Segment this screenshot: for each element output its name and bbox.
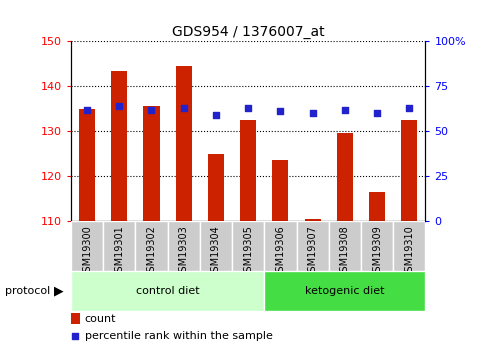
Bar (143, 106, 159, 221)
Bar (328, 221, 360, 271)
Text: control diet: control diet (136, 286, 199, 296)
Text: GSM19308: GSM19308 (339, 225, 349, 277)
Text: GSM19301: GSM19301 (114, 225, 124, 277)
Point (244, 105, 252, 110)
Text: GSM19309: GSM19309 (371, 225, 381, 277)
Bar (103, 221, 135, 271)
Text: GSM19306: GSM19306 (275, 225, 285, 277)
Text: GSM19304: GSM19304 (210, 225, 221, 277)
Text: ketogenic diet: ketogenic diet (305, 286, 384, 296)
Bar (71, 271, 264, 310)
Text: GSM19302: GSM19302 (146, 225, 156, 278)
Bar (401, 120, 417, 221)
Point (71, 334, 79, 339)
Bar (71, 221, 103, 271)
Text: count: count (84, 314, 116, 324)
Title: GDS954 / 1376007_at: GDS954 / 1376007_at (171, 25, 324, 39)
Text: GSM19303: GSM19303 (178, 225, 188, 277)
Point (372, 110, 380, 116)
Bar (264, 271, 425, 310)
Bar (240, 120, 256, 221)
Bar (79, 109, 95, 221)
Bar (304, 218, 320, 221)
Bar (167, 221, 200, 271)
Bar (71, 313, 80, 324)
Text: GSM19310: GSM19310 (404, 225, 413, 277)
Bar (232, 221, 264, 271)
Text: ▶: ▶ (54, 284, 63, 297)
Point (212, 112, 220, 118)
Text: GSM19300: GSM19300 (82, 225, 92, 277)
Point (340, 107, 348, 112)
Text: protocol: protocol (5, 286, 50, 296)
Bar (175, 66, 191, 221)
Bar (296, 221, 328, 271)
Bar (111, 70, 127, 221)
Bar (392, 221, 425, 271)
Bar (360, 221, 392, 271)
Bar (264, 221, 296, 271)
Text: percentile rank within the sample: percentile rank within the sample (84, 332, 272, 341)
Bar (336, 133, 352, 221)
Point (276, 109, 284, 114)
Bar (200, 221, 232, 271)
Bar (272, 160, 288, 221)
Point (147, 107, 155, 112)
Bar (135, 221, 167, 271)
Text: GSM19305: GSM19305 (243, 225, 253, 278)
Point (308, 110, 316, 116)
Point (115, 103, 123, 109)
Point (180, 105, 187, 110)
Text: GSM19307: GSM19307 (307, 225, 317, 278)
Point (83, 107, 91, 112)
Bar (368, 191, 385, 221)
Bar (207, 154, 224, 221)
Point (405, 105, 412, 110)
